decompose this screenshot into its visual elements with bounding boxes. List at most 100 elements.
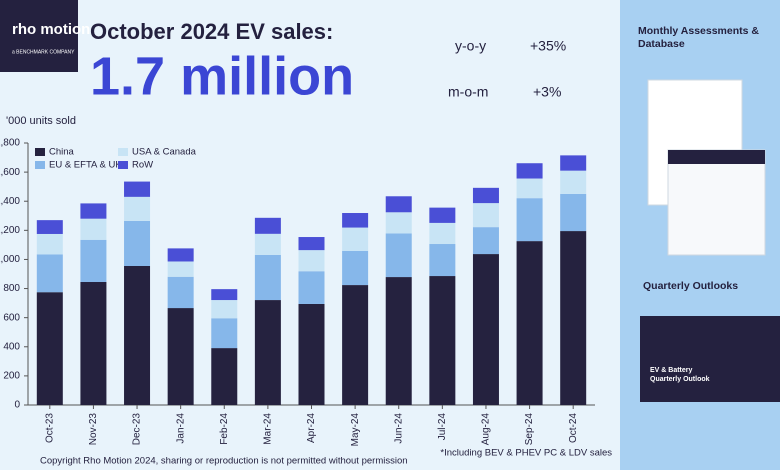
- x-tick-label: Jun-24: [393, 413, 404, 444]
- bar-segment: [516, 198, 543, 242]
- y-tick-label: 1,600: [0, 167, 20, 178]
- bar-segment: [167, 248, 194, 262]
- bar-segment: [560, 193, 587, 232]
- legend-swatch: [118, 148, 128, 156]
- logo-box: [0, 0, 78, 72]
- legend-label: China: [49, 147, 75, 158]
- bar-segment: [472, 227, 499, 255]
- sidebar-heading-text: Monthly Assessments &: [638, 25, 759, 37]
- headline: 1.7 million: [90, 46, 354, 106]
- bar-segment: [167, 276, 194, 309]
- bar-segment: [211, 300, 238, 319]
- bar-segment: [80, 239, 107, 283]
- bar-segment: [385, 277, 412, 405]
- bar-segment: [342, 285, 369, 405]
- bar-segment: [80, 203, 107, 219]
- y-tick-label: 400: [3, 341, 20, 352]
- legend-label: RoW: [132, 160, 153, 171]
- sidebar-heading: Quarterly Outlooks: [643, 280, 738, 292]
- bar-segment: [124, 220, 151, 266]
- sidebar-heading: Monthly Assessments & Database: [638, 25, 759, 50]
- bar-segment: [298, 303, 325, 405]
- x-tick-label: Jan-24: [175, 413, 186, 444]
- bar-segment: [211, 289, 238, 301]
- stat-label: y-o-y: [455, 38, 486, 54]
- y-tick-label: 0: [14, 400, 20, 411]
- copyright: Copyright Rho Motion 2024, sharing or re…: [40, 456, 408, 467]
- x-tick-label: Mar-24: [263, 413, 274, 445]
- y-tick-label: 1,400: [0, 196, 20, 207]
- x-tick-label: Feb-24: [219, 413, 230, 445]
- y-tick-label: 1,000: [0, 254, 20, 265]
- bar-segment: [254, 254, 281, 301]
- bar-segment: [124, 196, 151, 221]
- bar-segment: [429, 244, 456, 277]
- bar-segment: [124, 265, 151, 405]
- legend-swatch: [35, 148, 45, 156]
- bar-segment: [167, 308, 194, 405]
- stat-label: m-o-m: [448, 84, 488, 100]
- report-title: Quarterly Outlook: [650, 376, 710, 383]
- bar-segment: [560, 231, 587, 405]
- x-tick-label: Jul-24: [437, 413, 448, 441]
- legend-swatch: [35, 161, 45, 169]
- y-tick-label: 600: [3, 312, 20, 323]
- report-cover: [640, 316, 780, 402]
- x-tick-label: Nov-23: [88, 413, 99, 446]
- report-thumbnail: [667, 149, 766, 256]
- bar-segment: [36, 292, 63, 405]
- bar-segment: [298, 250, 325, 272]
- bar-segment: [211, 348, 238, 405]
- x-tick-label: Oct-24: [568, 413, 579, 443]
- thumbnail-header: [668, 150, 765, 164]
- bar-segment: [80, 218, 107, 240]
- bar-segment: [298, 237, 325, 251]
- bar-segment: [167, 261, 194, 277]
- bar-segment: [429, 222, 456, 245]
- stat-value: +3%: [533, 84, 561, 100]
- bar-segment: [472, 203, 499, 228]
- bar-segment: [429, 276, 456, 405]
- bar-segment: [254, 217, 281, 234]
- y-tick-label: 200: [3, 371, 20, 382]
- bar-segment: [385, 212, 412, 234]
- y-tick-label: 800: [3, 283, 20, 294]
- x-tick-label: Dec-23: [132, 413, 143, 446]
- bar-segment: [342, 250, 369, 286]
- footnote: *Including BEV & PHEV PC & LDV sales: [440, 448, 612, 459]
- bar-segment: [472, 187, 499, 204]
- x-tick-label: Apr-24: [306, 413, 317, 443]
- bar-segment: [36, 220, 63, 234]
- x-tick-label: Sep-24: [524, 413, 535, 446]
- report-title: EV & Battery: [650, 367, 693, 374]
- bar-segment: [560, 170, 587, 194]
- bar-segment: [124, 181, 151, 197]
- bar-segment: [342, 213, 369, 228]
- bar-segment: [36, 233, 63, 255]
- x-tick-label: May-24: [350, 413, 361, 447]
- bar-segment: [516, 163, 543, 179]
- bar-segment: [36, 254, 63, 293]
- x-tick-label: Oct-23: [44, 413, 55, 443]
- bar-segment: [472, 254, 499, 405]
- logo-tagline: a BENCHMARK COMPANY: [12, 49, 75, 55]
- legend-label: USA & Canada: [132, 147, 197, 158]
- bar-segment: [254, 233, 281, 255]
- bar-segment: [385, 196, 412, 213]
- legend-swatch: [118, 161, 128, 169]
- bar-segment: [342, 227, 369, 251]
- bar-segment: [385, 233, 412, 278]
- legend-label: EU & EFTA & UK: [49, 160, 122, 171]
- bar-segment: [516, 178, 543, 199]
- y-axis-title: '000 units sold: [6, 115, 76, 127]
- logo-name: rho motion: [12, 21, 90, 38]
- bar-segment: [516, 241, 543, 405]
- bar-segment: [298, 271, 325, 304]
- bar-segment: [254, 300, 281, 405]
- stat-value: +35%: [530, 38, 566, 54]
- bar-segment: [429, 207, 456, 223]
- bar-segment: [560, 155, 587, 171]
- bar-segment: [211, 318, 238, 349]
